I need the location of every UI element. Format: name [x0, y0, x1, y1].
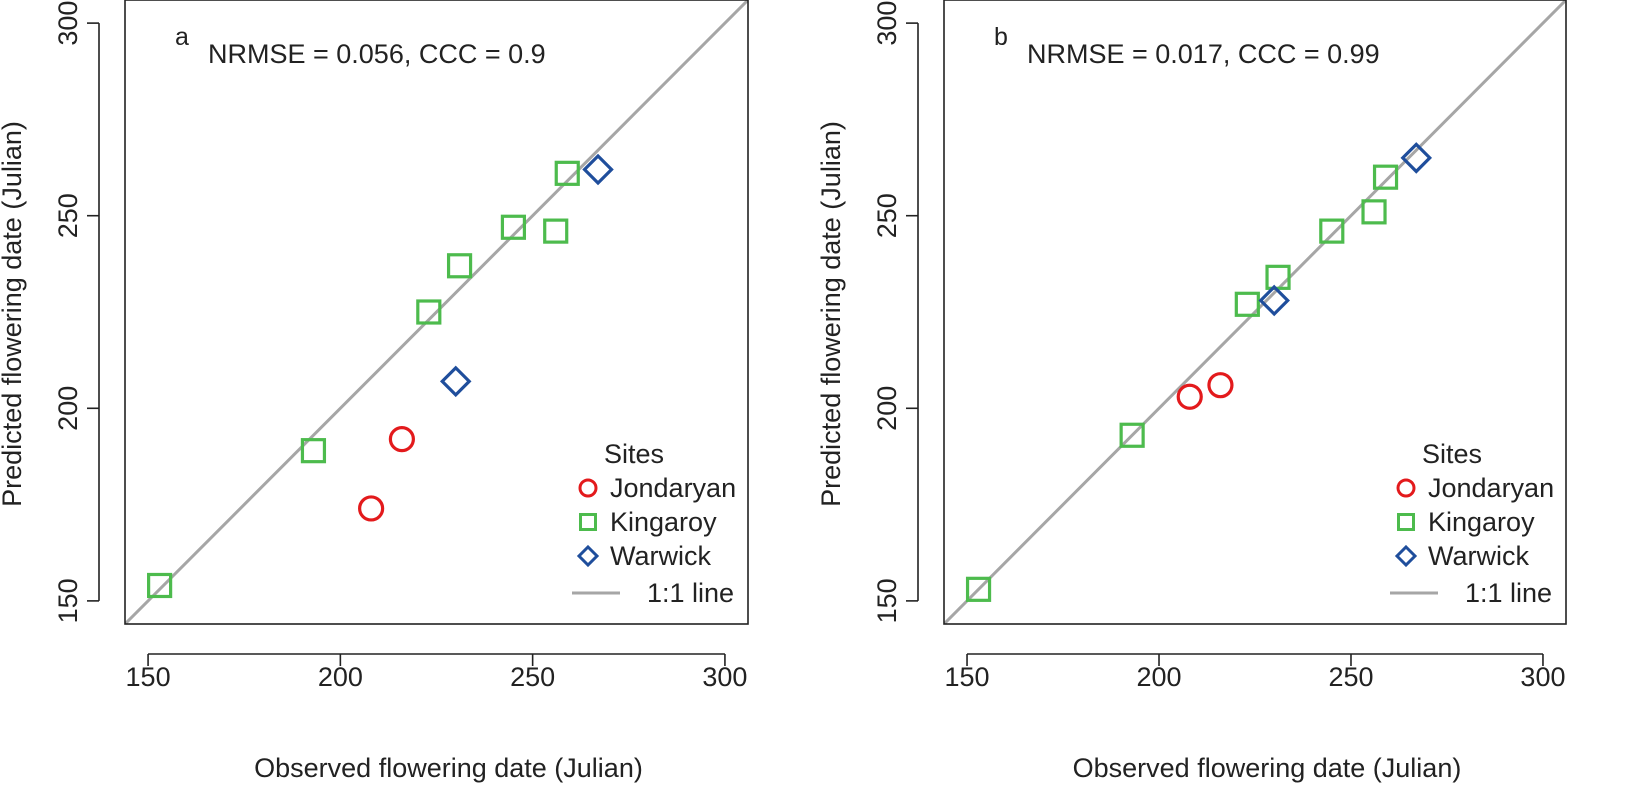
legend: Sites Jondaryan Kingaroy Warwick 1:1 line — [1390, 439, 1554, 608]
legend-marker-square — [579, 513, 597, 531]
x-tick-label: 300 — [702, 662, 747, 692]
data-point-kingaroy — [543, 218, 569, 244]
x-tick-label: 150 — [945, 662, 990, 692]
data-point-kingaroy — [416, 299, 442, 325]
data-point-kingaroy — [965, 576, 992, 602]
legend-marker-circle — [578, 478, 598, 498]
data-point-kingaroy — [1372, 164, 1399, 190]
y-axis-title: Predicted flowering date (Julian) — [816, 121, 846, 507]
series-warwick — [439, 153, 614, 398]
data-point-warwick — [582, 153, 614, 186]
legend-label-1-1-line: 1:1 line — [647, 578, 734, 608]
data-point-kingaroy — [1265, 264, 1291, 290]
x-tick-label: 300 — [1520, 662, 1565, 692]
x-axis-title: Observed flowering date (Julian) — [1073, 753, 1462, 783]
legend-marker-diamond — [1394, 544, 1418, 568]
data-point-kingaroy — [1234, 291, 1260, 317]
panel-b: 150 200 250 300 150 200 250 300 Observed floweri… — [816, 0, 1567, 783]
legend-label-1-1-line: 1:1 line — [1465, 578, 1552, 608]
series-jondaryan — [1176, 372, 1234, 410]
data-point-kingaroy — [1361, 199, 1387, 225]
y-tick-label: 150 — [872, 578, 902, 623]
x-tick-label: 250 — [1328, 662, 1373, 692]
y-tick-label: 200 — [53, 386, 83, 431]
data-point-jondaryan — [388, 426, 415, 453]
data-point-kingaroy — [1319, 218, 1345, 244]
legend-label-warwick: Warwick — [610, 541, 711, 571]
legend-label-jondaryan: Jondaryan — [1428, 473, 1554, 503]
data-point-kingaroy — [500, 214, 527, 240]
x-tick-label: 200 — [1136, 662, 1181, 692]
plot-frame — [943, 0, 1567, 625]
x-tick-label: 250 — [510, 662, 555, 692]
panel-label: b — [994, 23, 1008, 51]
y-tick-label: 150 — [53, 578, 83, 623]
data-point-kingaroy — [1119, 422, 1145, 448]
panel-label: a — [175, 23, 189, 51]
reference-line-1-1 — [125, 0, 748, 624]
data-point-warwick — [1258, 284, 1290, 317]
legend-title: Sites — [604, 439, 664, 469]
plot-frame — [124, 0, 749, 625]
series-warwick — [1258, 142, 1433, 317]
y-tick-label: 300 — [53, 1, 83, 46]
data-point-kingaroy — [446, 253, 473, 279]
data-point-warwick — [1400, 142, 1433, 174]
data-point-kingaroy — [147, 572, 173, 599]
x-tick-label: 150 — [126, 662, 171, 692]
data-point-kingaroy — [300, 438, 327, 464]
y-tick-label: 250 — [53, 193, 83, 238]
data-point-kingaroy — [554, 160, 580, 186]
y-tick-label: 300 — [872, 1, 902, 46]
data-point-warwick — [439, 365, 472, 398]
legend-marker-circle — [1396, 478, 1416, 498]
stats-annotation: NRMSE = 0.017, CCC = 0.99 — [1027, 39, 1380, 69]
x-axis-title: Observed flowering date (Julian) — [254, 753, 643, 783]
series-jondaryan — [358, 426, 415, 522]
legend: Sites Jondaryan Kingaroy Warwick 1:1 line — [572, 439, 736, 608]
legend-title: Sites — [1422, 439, 1482, 469]
series-kingaroy — [147, 160, 580, 599]
legend-marker-diamond — [576, 544, 600, 568]
y-tick-label: 200 — [872, 386, 902, 431]
legend-label-jondaryan: Jondaryan — [610, 473, 736, 503]
y-axis-title: Predicted flowering date (Julian) — [0, 121, 27, 507]
panel-a: 150 200 250 300 150 200 250 300 Observed floweri… — [0, 0, 749, 783]
data-point-jondaryan — [1176, 383, 1203, 410]
data-point-jondaryan — [1207, 372, 1234, 399]
legend-label-kingaroy: Kingaroy — [610, 507, 717, 537]
legend-marker-square — [1397, 513, 1415, 531]
legend-label-kingaroy: Kingaroy — [1428, 507, 1535, 537]
y-tick-label: 250 — [872, 193, 902, 238]
reference-line-1-1 — [944, 0, 1566, 624]
legend-label-warwick: Warwick — [1428, 541, 1529, 571]
x-tick-label: 200 — [318, 662, 363, 692]
series-kingaroy — [965, 164, 1399, 602]
data-point-jondaryan — [358, 495, 385, 522]
stats-annotation: NRMSE = 0.056, CCC = 0.9 — [208, 39, 546, 69]
